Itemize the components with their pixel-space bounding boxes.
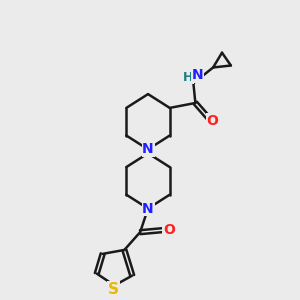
Text: N: N <box>142 142 154 156</box>
Text: O: O <box>163 223 175 237</box>
Text: N: N <box>191 68 203 83</box>
Text: H: H <box>183 71 194 84</box>
Text: N: N <box>142 202 154 215</box>
Text: O: O <box>206 114 218 128</box>
Text: S: S <box>108 282 119 297</box>
